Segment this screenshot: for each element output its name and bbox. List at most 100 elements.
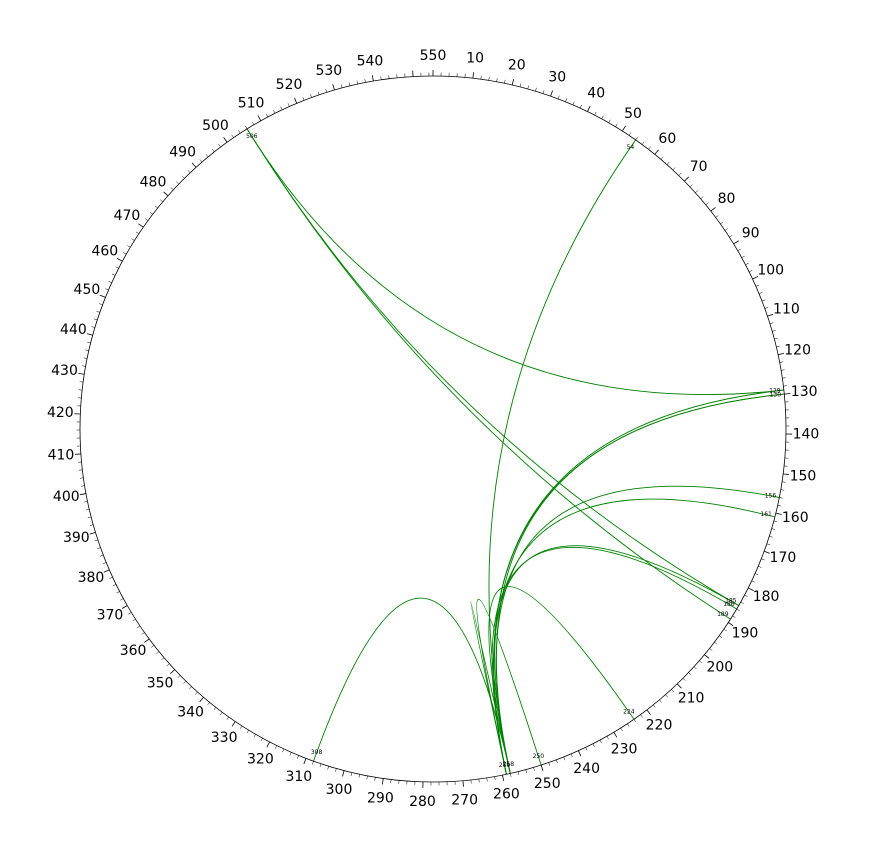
minor-tick	[486, 777, 488, 782]
major-tick	[540, 764, 544, 771]
tick-label: 20	[508, 58, 526, 74]
minor-tick	[620, 727, 623, 732]
minor-tick	[348, 82, 351, 86]
node-label: 250	[533, 753, 545, 760]
minor-tick	[672, 167, 676, 171]
tick-label: 140	[793, 426, 820, 442]
major-tick	[472, 72, 474, 79]
minor-tick	[132, 618, 136, 622]
minor-tick	[85, 349, 89, 351]
minor-tick	[159, 199, 163, 203]
tick-label: 510	[238, 95, 265, 111]
minor-tick	[319, 763, 322, 768]
tick-label: 370	[97, 608, 124, 624]
minor-tick	[335, 768, 337, 772]
minor-tick	[594, 111, 597, 116]
tick-label: 10	[466, 50, 484, 66]
minor-tick	[615, 123, 618, 127]
minor-tick	[91, 326, 95, 328]
minor-tick	[380, 76, 382, 80]
minor-tick	[641, 141, 645, 145]
major-tick	[550, 90, 553, 97]
minor-tick	[111, 273, 116, 276]
minor-tick	[781, 369, 785, 371]
minor-tick	[665, 694, 668, 698]
tick-label: 480	[140, 175, 167, 191]
tick-label: 180	[753, 589, 780, 605]
minor-tick	[226, 716, 229, 720]
major-tick	[704, 654, 710, 659]
minor-tick	[755, 284, 760, 287]
major-tick	[587, 106, 591, 112]
minor-tick	[325, 88, 328, 93]
major-tick	[121, 605, 128, 609]
tick-label: 150	[790, 468, 817, 484]
minor-tick	[496, 78, 498, 82]
minor-tick	[99, 554, 104, 557]
minor-tick	[340, 84, 343, 88]
minor-tick	[156, 651, 160, 654]
minor-tick	[535, 87, 537, 92]
major-tick	[231, 721, 236, 727]
major-tick	[748, 587, 754, 591]
chord-link	[494, 545, 739, 774]
minor-tick	[754, 573, 759, 576]
minor-tick	[494, 776, 496, 781]
node-label: 189	[717, 611, 729, 618]
minor-tick	[231, 134, 234, 138]
minor-tick	[737, 248, 741, 251]
tick-label: 380	[78, 570, 105, 586]
tick-label: 130	[791, 384, 818, 400]
minor-tick	[366, 775, 368, 780]
minor-tick	[364, 79, 366, 83]
minor-tick	[213, 707, 217, 711]
chord-link	[246, 128, 731, 620]
minor-tick	[714, 641, 718, 645]
minor-tick	[189, 686, 192, 690]
tick-label: 440	[60, 322, 87, 338]
minor-tick	[527, 85, 529, 90]
minor-tick	[131, 238, 135, 241]
tick-label: 340	[177, 704, 204, 720]
minor-tick	[327, 766, 329, 770]
major-tick	[710, 207, 716, 212]
tick-label: 410	[48, 447, 75, 463]
minor-tick	[700, 196, 704, 199]
minor-tick	[87, 341, 91, 344]
major-tick	[86, 333, 93, 336]
minor-tick	[601, 115, 604, 120]
minor-tick	[127, 245, 131, 248]
chord-link	[495, 393, 785, 774]
major-tick	[775, 512, 782, 515]
ticks-layer	[74, 70, 792, 788]
minor-tick	[585, 747, 588, 751]
minor-tick	[758, 292, 763, 294]
tick-label: 50	[624, 106, 642, 122]
minor-tick	[779, 361, 784, 363]
minor-tick	[504, 79, 506, 84]
major-tick	[613, 731, 618, 738]
minor-tick	[660, 156, 664, 160]
minor-tick	[579, 104, 582, 109]
minor-tick	[741, 255, 745, 258]
minor-tick	[682, 678, 686, 681]
minor-tick	[776, 345, 780, 348]
tick-label: 470	[114, 208, 141, 224]
minor-tick	[606, 736, 609, 740]
tick-label: 190	[732, 625, 759, 641]
minor-tick	[565, 98, 568, 102]
major-tick	[676, 683, 682, 689]
minor-tick	[105, 288, 109, 291]
minor-tick	[779, 497, 783, 499]
minor-tick	[766, 543, 771, 546]
minor-tick	[745, 262, 749, 265]
tick-label: 250	[534, 776, 561, 792]
major-tick	[684, 176, 689, 182]
minor-tick	[771, 528, 776, 530]
minor-tick	[488, 76, 490, 81]
tick-label: 460	[91, 244, 118, 260]
major-tick	[752, 276, 759, 280]
chord-link	[488, 139, 636, 774]
minor-tick	[709, 648, 713, 651]
